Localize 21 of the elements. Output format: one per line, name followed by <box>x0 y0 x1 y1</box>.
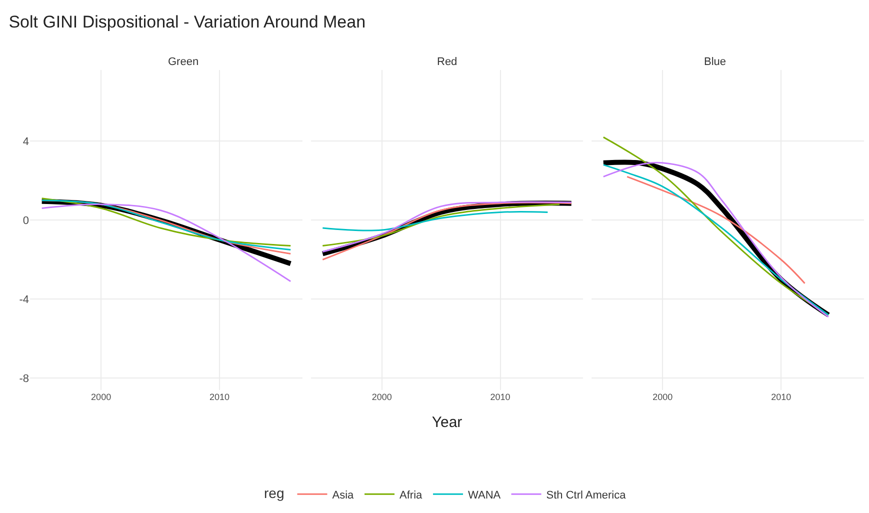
x-tick-label: 2000 <box>91 392 112 402</box>
legend-label: Asia <box>332 489 355 502</box>
legend-label: Sth Ctrl America <box>546 489 627 502</box>
chart-title: Solt GINI Dispositional - Variation Around Mean <box>8 12 366 32</box>
x-tick-label: 2000 <box>372 392 392 402</box>
chart-subtitle: Red <box>437 56 458 68</box>
line-series <box>41 204 292 282</box>
legend-label: Afria <box>400 489 424 502</box>
legend-title: reg <box>264 484 284 501</box>
legend-label: WANA <box>468 489 502 502</box>
y-tick-label: 4 <box>22 136 29 148</box>
y-tick-label: 0 <box>22 214 29 227</box>
x-tick-label: 2010 <box>210 392 230 402</box>
x-tick-label: 2010 <box>490 392 510 402</box>
chart-subtitle: Blue <box>704 56 726 68</box>
y-tick-label: -4 <box>19 294 29 306</box>
x-tick-label: 2010 <box>771 392 792 402</box>
x-tick-label: 2000 <box>652 392 673 402</box>
chart-subtitle: Green <box>168 56 199 68</box>
y-tick-label: -8 <box>19 373 29 385</box>
x-axis-title: Year <box>432 414 462 431</box>
